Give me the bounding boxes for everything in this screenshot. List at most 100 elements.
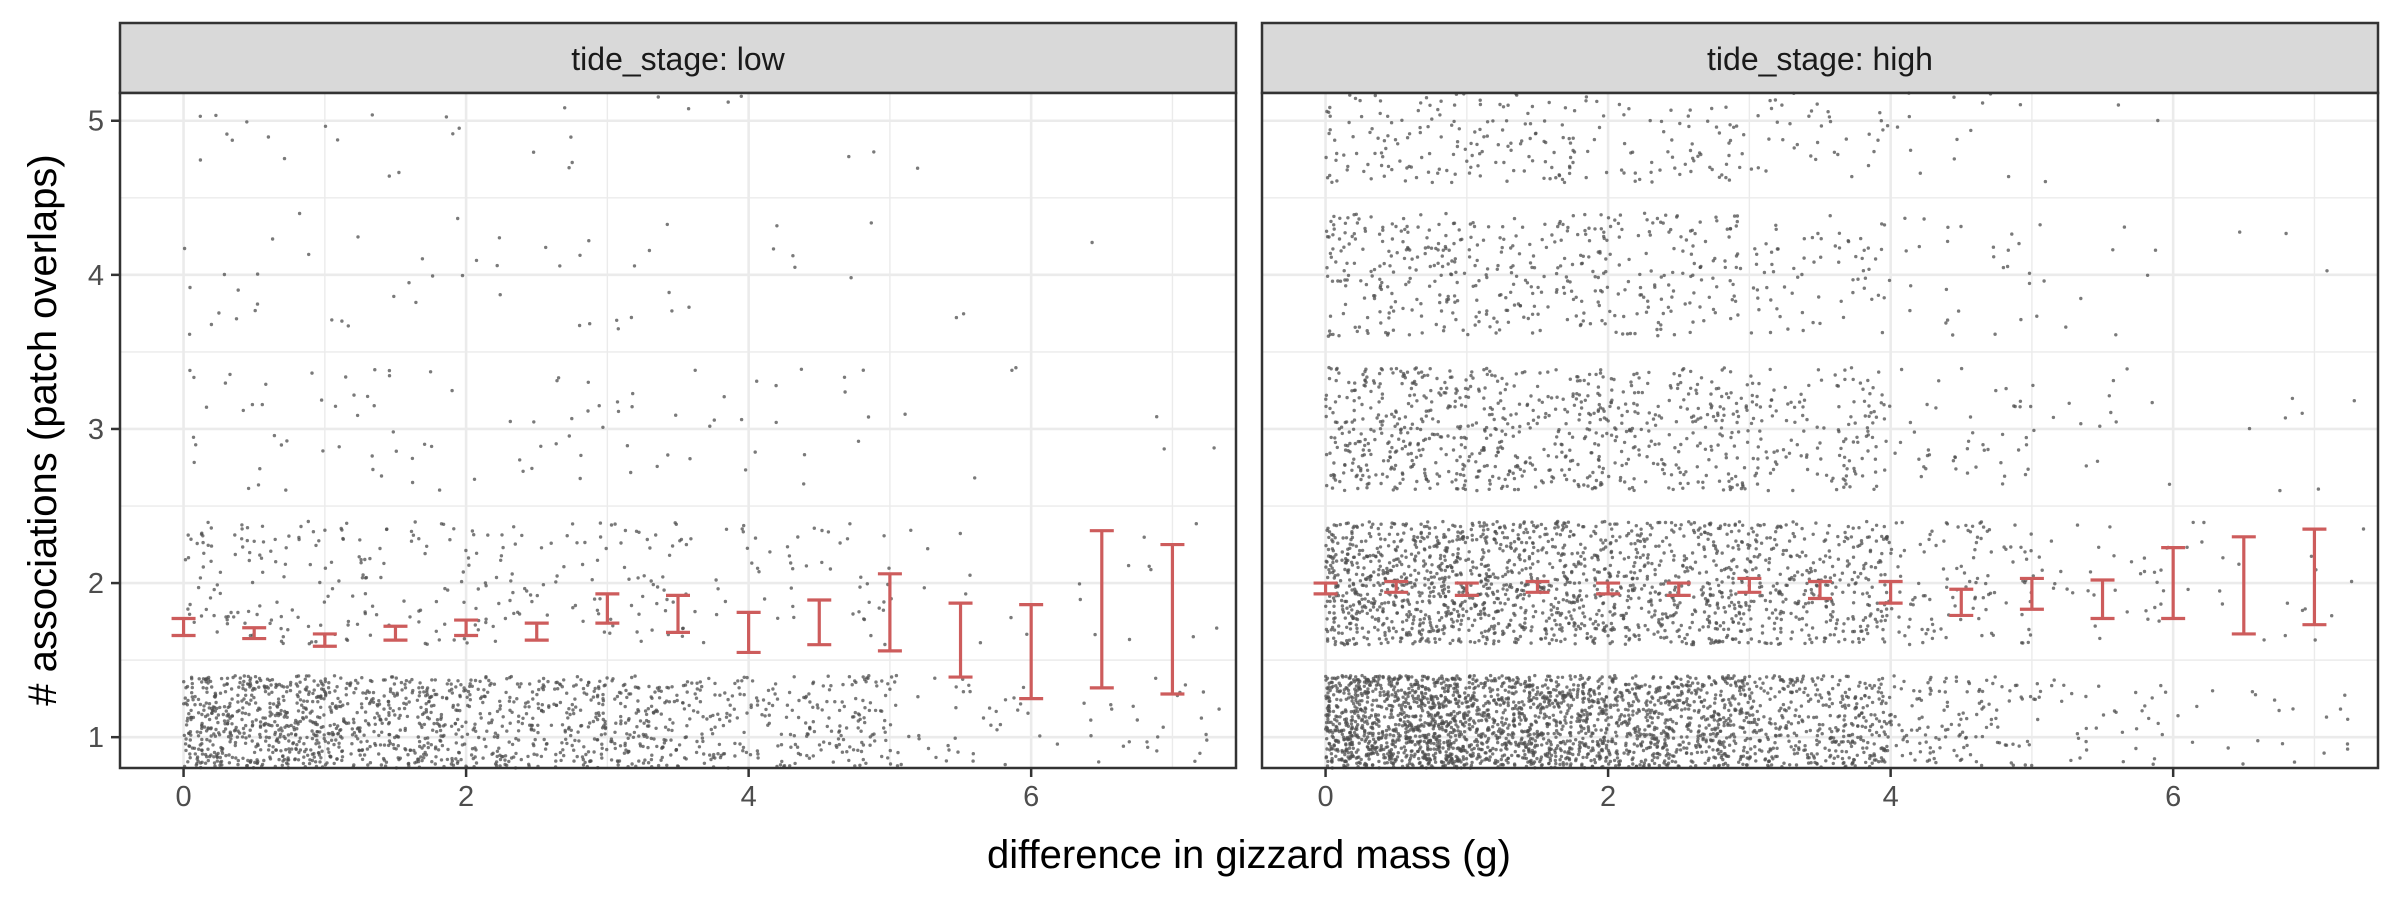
data-point (1361, 473, 1365, 478)
data-point (215, 759, 219, 763)
data-point (250, 580, 255, 585)
data-point (382, 707, 386, 711)
data-point (196, 697, 201, 702)
data-point (1427, 723, 1431, 727)
data-point (1385, 707, 1389, 711)
data-point (405, 714, 410, 719)
data-point (422, 722, 427, 727)
data-point (583, 540, 587, 545)
data-point (1381, 607, 1385, 611)
data-point (277, 757, 281, 762)
data-point (1456, 547, 1461, 551)
data-point (1332, 604, 1336, 608)
data-point (583, 760, 587, 765)
data-point (1406, 677, 1410, 682)
data-point (1436, 711, 1440, 715)
data-point (238, 676, 242, 680)
data-point (1380, 423, 1384, 427)
data-point (822, 740, 826, 744)
data-point (481, 700, 485, 705)
data-point (1405, 224, 1409, 229)
data-point (229, 610, 233, 615)
data-point (322, 733, 326, 737)
data-point (807, 692, 811, 696)
data-point (1358, 579, 1363, 583)
data-point (1340, 558, 1344, 562)
data-point (1155, 749, 1159, 753)
data-point (1507, 685, 1512, 689)
data-point (549, 723, 554, 727)
data-point (1583, 708, 1587, 712)
data-point (1400, 554, 1404, 558)
data-point (337, 445, 341, 449)
data-point (650, 628, 654, 632)
data-point (581, 619, 585, 623)
data-point (326, 747, 330, 751)
data-point (1402, 531, 1406, 535)
data-point (733, 741, 737, 746)
data-point (307, 642, 311, 646)
data-point (575, 754, 579, 759)
data-point (672, 699, 677, 704)
data-point (594, 715, 598, 719)
data-point (1517, 722, 1522, 726)
data-point (368, 744, 372, 749)
data-point (1451, 730, 1455, 735)
data-point (1436, 724, 1441, 728)
data-point (1010, 368, 1014, 372)
data-point (1446, 585, 1451, 589)
data-point (1416, 225, 1420, 229)
data-point (250, 402, 255, 407)
data-point (820, 528, 824, 533)
data-point (1512, 700, 1516, 704)
data-point (1454, 723, 1458, 727)
data-point (775, 224, 779, 228)
data-point (206, 726, 210, 730)
data-point (293, 733, 298, 737)
data-point (240, 735, 245, 739)
data-point (253, 308, 257, 313)
data-point (397, 716, 401, 720)
data-point (1397, 703, 1402, 707)
jittered-points-low (182, 94, 1221, 770)
data-point (1555, 694, 1559, 698)
data-point (1395, 422, 1400, 426)
data-point (1364, 681, 1369, 685)
data-point (344, 721, 349, 726)
data-point (802, 453, 807, 457)
data-point (650, 696, 654, 700)
data-point (416, 757, 420, 761)
data-point (252, 539, 256, 543)
data-point (409, 539, 414, 543)
data-point (221, 712, 225, 717)
data-point (352, 393, 356, 397)
data-point (1535, 696, 1539, 701)
data-point (508, 419, 512, 424)
data-point (424, 694, 428, 698)
data-point (1455, 144, 1460, 149)
data-point (888, 687, 892, 691)
data-point (1347, 692, 1351, 696)
data-point (1432, 594, 1436, 599)
data-point (335, 138, 340, 142)
data-point (659, 712, 663, 716)
data-point (532, 743, 536, 748)
data-point (1420, 684, 1424, 688)
data-point (1422, 564, 1426, 568)
data-point (1446, 609, 1450, 613)
data-point (1350, 718, 1355, 722)
data-point (1483, 694, 1487, 698)
data-point (1473, 739, 1477, 744)
data-point (852, 715, 856, 719)
data-point (1373, 437, 1377, 442)
data-point (373, 368, 377, 372)
data-point (358, 729, 362, 734)
data-point (1347, 430, 1352, 434)
data-point (1445, 298, 1449, 302)
data-point (579, 453, 583, 458)
data-point (1554, 723, 1559, 728)
data-point (390, 675, 395, 679)
data-point (1355, 761, 1359, 765)
data-point (626, 736, 630, 740)
data-point (1561, 724, 1565, 728)
